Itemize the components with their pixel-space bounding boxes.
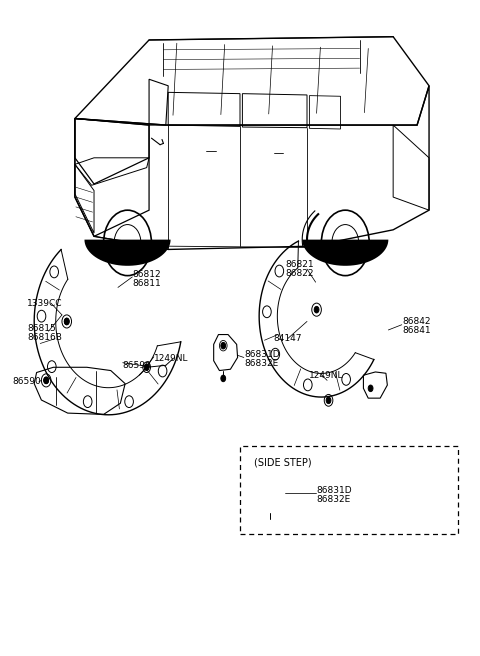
Text: 86832E: 86832E: [317, 495, 351, 504]
Text: 1339CC: 1339CC: [27, 298, 62, 308]
Text: 86811: 86811: [132, 279, 161, 288]
Text: (SIDE STEP): (SIDE STEP): [254, 457, 312, 467]
Text: 1249NL: 1249NL: [154, 354, 188, 363]
Text: 86590: 86590: [123, 361, 152, 370]
Text: 86815: 86815: [27, 323, 56, 333]
Circle shape: [268, 516, 273, 522]
Text: 86590: 86590: [12, 377, 41, 386]
Circle shape: [64, 318, 69, 325]
Circle shape: [314, 306, 319, 313]
Text: 86812: 86812: [132, 270, 161, 279]
Circle shape: [44, 377, 48, 384]
Polygon shape: [302, 239, 388, 266]
Circle shape: [144, 364, 149, 371]
Circle shape: [221, 342, 226, 349]
Circle shape: [326, 397, 331, 403]
Circle shape: [368, 385, 373, 392]
Text: 86821: 86821: [286, 260, 314, 269]
Text: 1249NL: 1249NL: [310, 371, 344, 380]
Circle shape: [64, 318, 69, 325]
Polygon shape: [84, 239, 170, 266]
Text: 86822: 86822: [286, 269, 314, 278]
Text: 86832E: 86832E: [245, 359, 279, 368]
Text: 86831D: 86831D: [245, 350, 280, 359]
Text: 86841: 86841: [403, 326, 432, 335]
Circle shape: [44, 377, 48, 384]
Text: 84147: 84147: [274, 334, 302, 343]
Text: 86831D: 86831D: [317, 486, 352, 495]
Text: 86816B: 86816B: [27, 333, 62, 342]
FancyBboxPatch shape: [240, 446, 458, 534]
Circle shape: [268, 489, 273, 496]
Circle shape: [221, 375, 226, 382]
Text: 86842: 86842: [403, 317, 431, 326]
